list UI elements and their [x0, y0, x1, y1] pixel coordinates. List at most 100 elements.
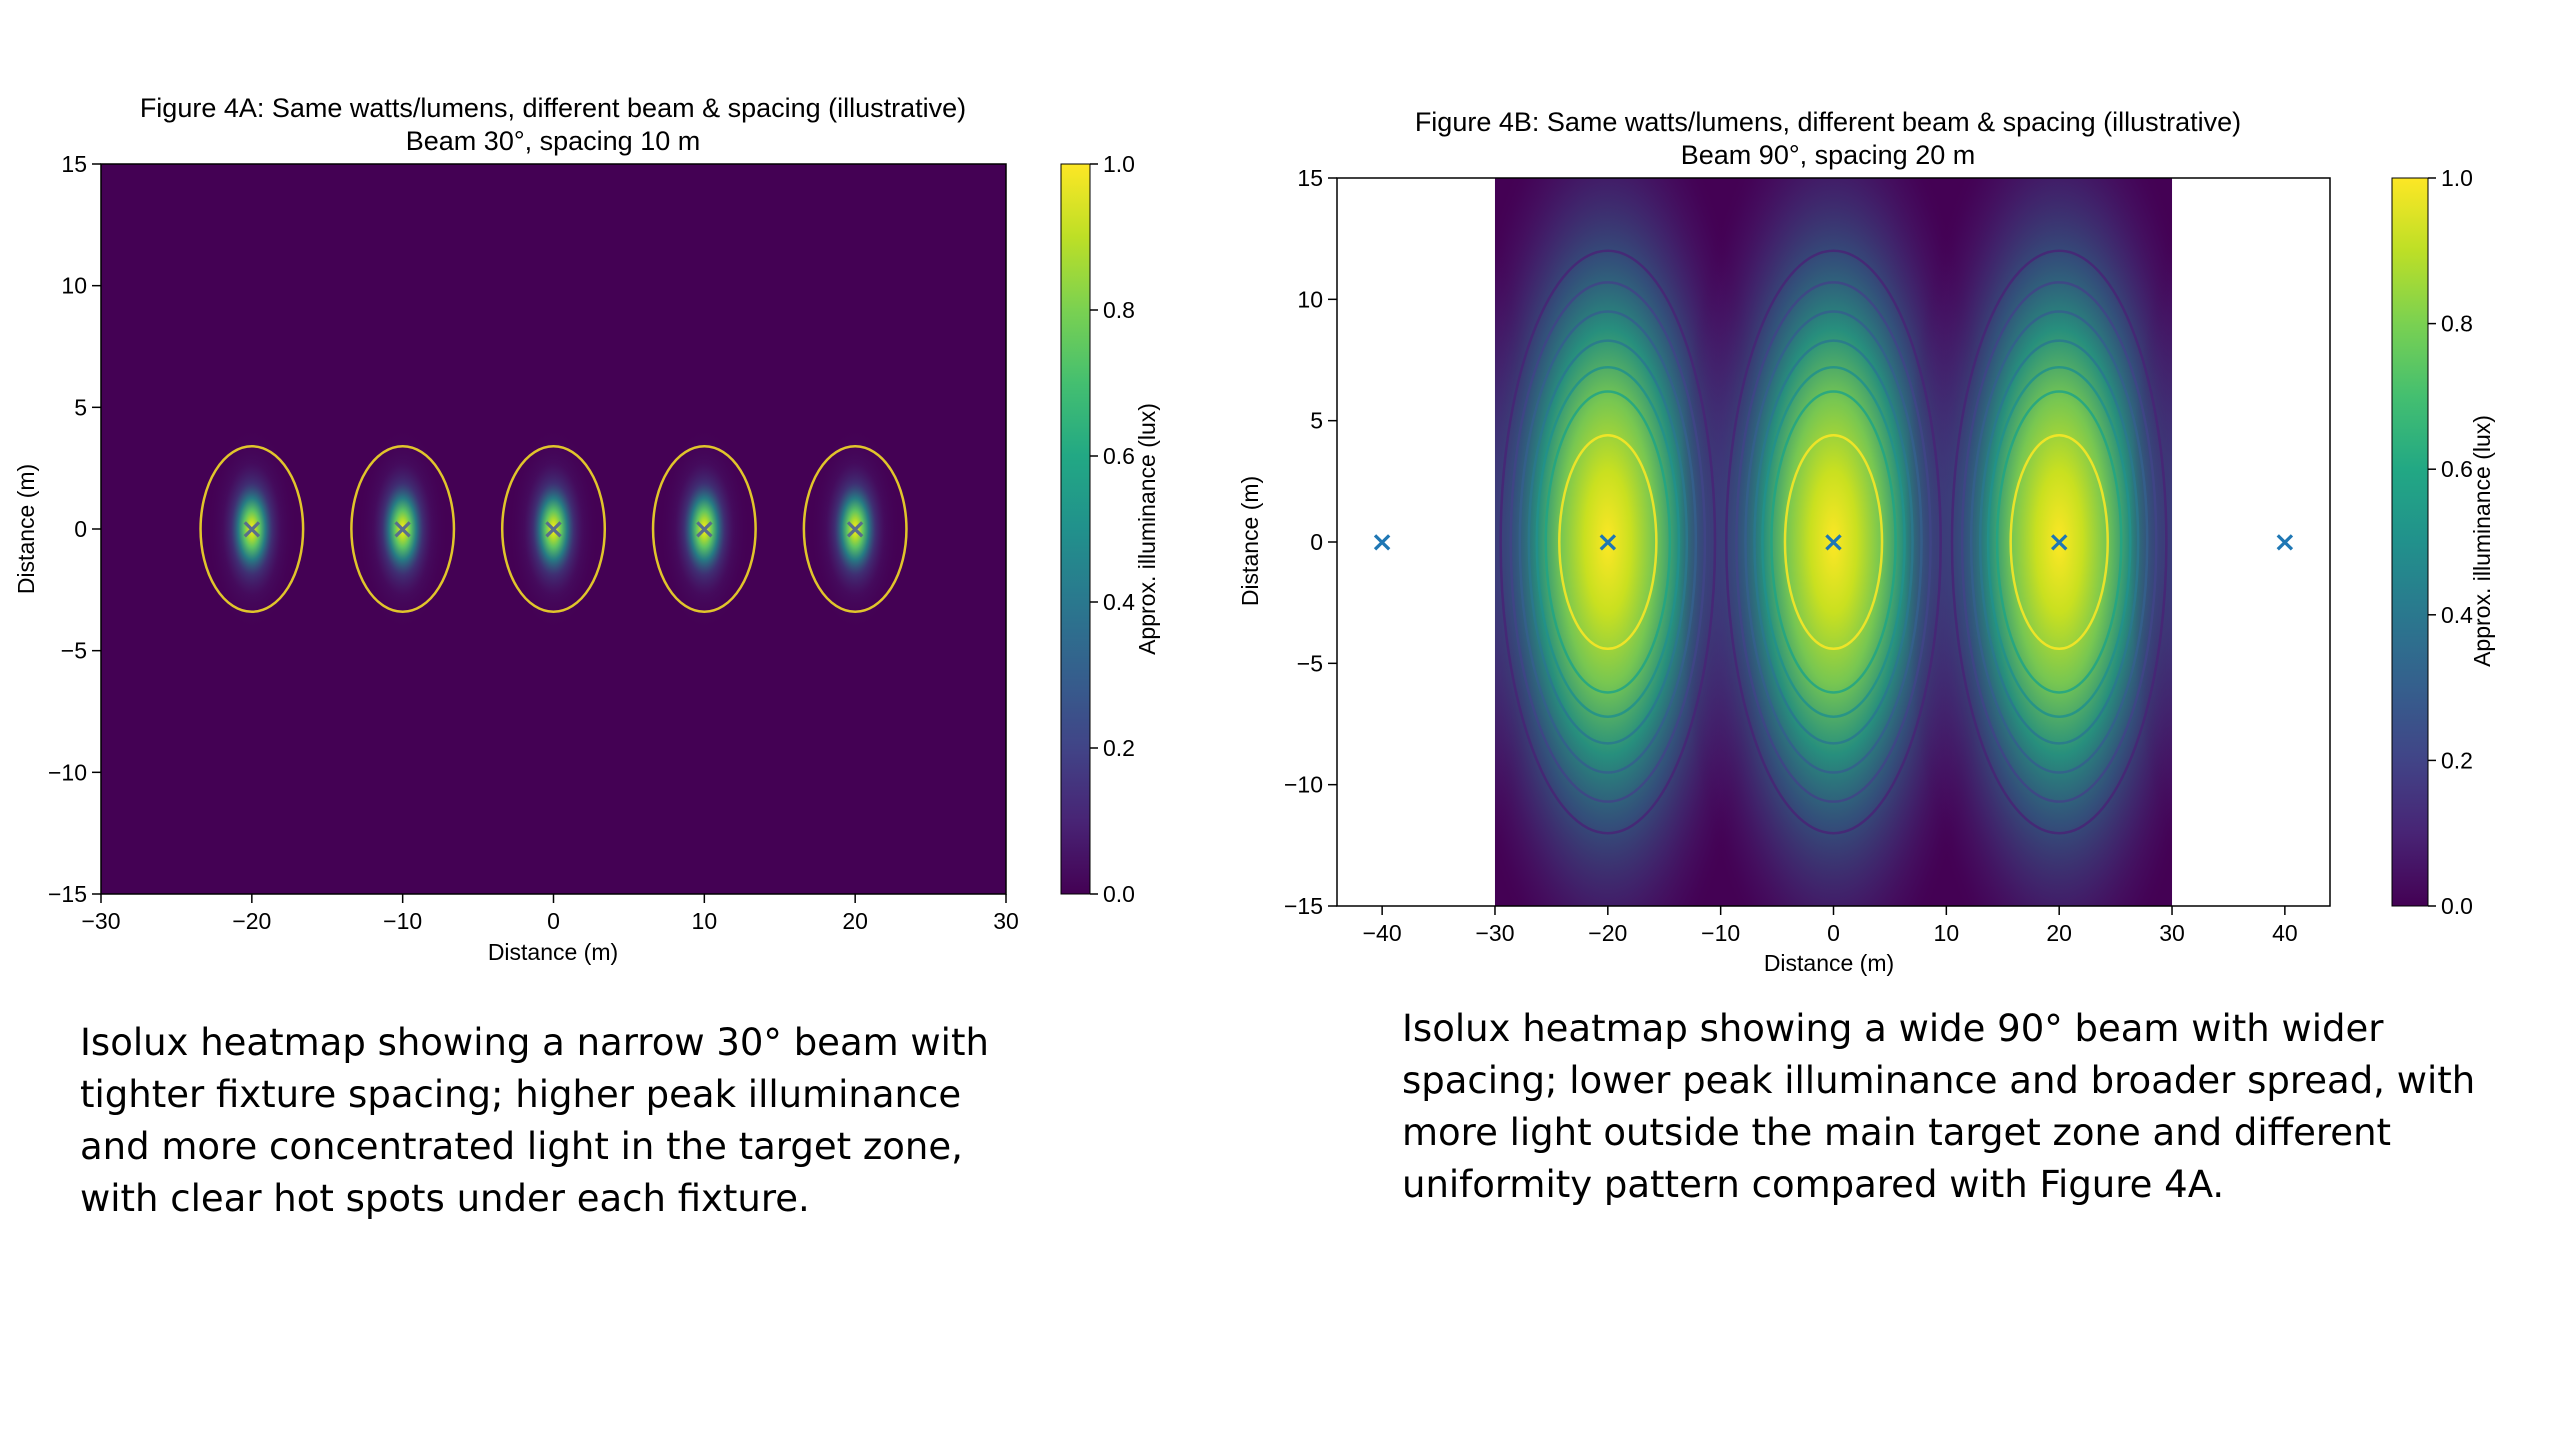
isolux-contour [199, 445, 305, 613]
y-tick-label: −15 [48, 881, 87, 907]
chart-title: Figure 4B: Same watts/lumens, different … [1415, 107, 2241, 137]
isolux-contour [1995, 390, 2123, 694]
isolux-contour [1544, 390, 1672, 694]
caption-line: more light outside the main target zone … [1402, 1111, 2392, 1154]
chart-subtitle: Beam 90°, spacing 20 m [1681, 140, 1975, 170]
isolux-contour [1527, 339, 1689, 745]
x-tick-label: −30 [1475, 920, 1514, 946]
isolux-contour [1725, 249, 1942, 835]
isolux-contour [1518, 310, 1698, 774]
fixture-marker: × [1370, 525, 1393, 558]
isolux-contour [1499, 249, 1717, 835]
x-tick-label: 40 [2272, 920, 2298, 946]
fixture-marker: × [843, 512, 866, 545]
caption-line: Isolux heatmap showing a wide 90° beam w… [1402, 1007, 2384, 1050]
x-tick-label: −10 [383, 908, 422, 934]
x-axis-label: Distance (m) [1764, 950, 1894, 976]
y-tick-label: −5 [1297, 650, 1323, 676]
light-spot [357, 426, 448, 632]
x-tick-label: 0 [547, 908, 560, 934]
colorbar-tick-label: 1.0 [1103, 151, 1135, 177]
y-tick-label: 10 [1297, 286, 1323, 312]
light-spot [1677, 178, 1990, 906]
fixture-marker: × [2273, 525, 2296, 558]
chart-title: Figure 4A: Same watts/lumens, different … [140, 93, 966, 123]
light-spot [2129, 215, 2173, 869]
x-axis-label: Distance (m) [488, 939, 618, 965]
x-tick-label: −40 [1363, 920, 1402, 946]
colorbar-tick-label: 0.6 [1103, 443, 1135, 469]
fixture-marker: × [693, 512, 716, 545]
caption-line: with clear hot spots under each fixture. [80, 1177, 810, 1220]
colorbar-tick-label: 0.8 [2441, 311, 2473, 337]
y-tick-label: 15 [1297, 165, 1323, 191]
isolux-contour [1509, 281, 1707, 803]
isolux-contour [1986, 366, 2132, 718]
colorbar-tick-label: 0.0 [2441, 893, 2473, 919]
isolux-contour [2009, 433, 2109, 651]
y-axis-label: Distance (m) [13, 464, 39, 594]
colorbar-tick-label: 0.2 [1103, 735, 1135, 761]
isolux-contour [1744, 310, 1923, 774]
fixture-marker: × [542, 512, 565, 545]
isolux-contour [350, 445, 456, 613]
isolux-contour [1783, 433, 1884, 651]
colorbar [1060, 163, 1091, 895]
isolux-contour [1969, 310, 2149, 774]
fixture-marker: × [240, 512, 263, 545]
y-tick-label: 10 [61, 273, 87, 299]
isolux-contour [1535, 366, 1681, 718]
isolux-contour [802, 445, 908, 613]
x-tick-label: 10 [692, 908, 718, 934]
light-spot [206, 426, 298, 632]
x-tick-label: −20 [232, 908, 271, 934]
colorbar-tick-label: 0.2 [2441, 747, 2473, 773]
y-tick-label: −5 [61, 638, 87, 664]
x-tick-label: −20 [1588, 920, 1627, 946]
x-tick-label: 30 [993, 908, 1019, 934]
chart-subtitle: Beam 30°, spacing 10 m [406, 126, 700, 156]
isolux-contour [1761, 366, 1906, 718]
colorbar-tick-label: 1.0 [2441, 165, 2473, 191]
colorbar [2391, 177, 2429, 907]
isolux-contour [1950, 249, 2168, 835]
colorbar-tick-label: 0.8 [1103, 297, 1135, 323]
fixture-marker: × [391, 512, 414, 545]
caption-line: tighter fixture spacing; higher peak ill… [80, 1073, 962, 1116]
y-axis-label: Distance (m) [1237, 476, 1263, 606]
caption-left: Isolux heatmap showing a narrow 30° beam… [80, 1017, 1180, 1225]
x-tick-label: 20 [2046, 920, 2072, 946]
caption-line: and more concentrated light in the targe… [80, 1125, 963, 1168]
colorbar-label: Approx. illuminance (lux) [1134, 403, 1160, 655]
fixture-marker: × [1822, 525, 1845, 558]
isolux-contour [500, 445, 607, 613]
isolux-contour [1960, 281, 2158, 803]
fixture-marker: × [1596, 525, 1619, 558]
y-tick-label: 5 [1310, 408, 1323, 434]
isolux-contour [651, 445, 757, 613]
isolux-contour [1558, 433, 1658, 651]
caption-right: Isolux heatmap showing a wide 90° beam w… [1402, 1003, 2532, 1211]
caption-line: Isolux heatmap showing a narrow 30° beam… [80, 1021, 989, 1064]
light-spot [659, 426, 750, 632]
isolux-contour [1770, 390, 1897, 694]
figure-4b-chart: Figure 4B: Same watts/lumens, different … [1237, 107, 2495, 976]
fixture-marker: × [2047, 525, 2070, 558]
y-tick-label: 15 [61, 151, 87, 177]
x-tick-label: 0 [1827, 920, 1840, 946]
y-tick-label: 0 [74, 516, 87, 542]
figure-4a-chart: Figure 4A: Same watts/lumens, different … [13, 93, 1160, 965]
colorbar-label: Approx. illuminance (lux) [2469, 415, 2495, 667]
light-spot [508, 426, 599, 632]
colorbar-tick-label: 0.4 [1103, 589, 1135, 615]
isolux-contour [1753, 339, 1914, 745]
y-tick-label: −10 [1284, 772, 1323, 798]
x-tick-label: −30 [81, 908, 120, 934]
y-tick-label: 5 [74, 394, 87, 420]
y-tick-label: 0 [1310, 529, 1323, 555]
colorbar-tick-label: 0.4 [2441, 602, 2473, 628]
colorbar-tick-label: 0.0 [1103, 881, 1135, 907]
isolux-contour [1735, 281, 1932, 803]
x-tick-label: 30 [2159, 920, 2185, 946]
